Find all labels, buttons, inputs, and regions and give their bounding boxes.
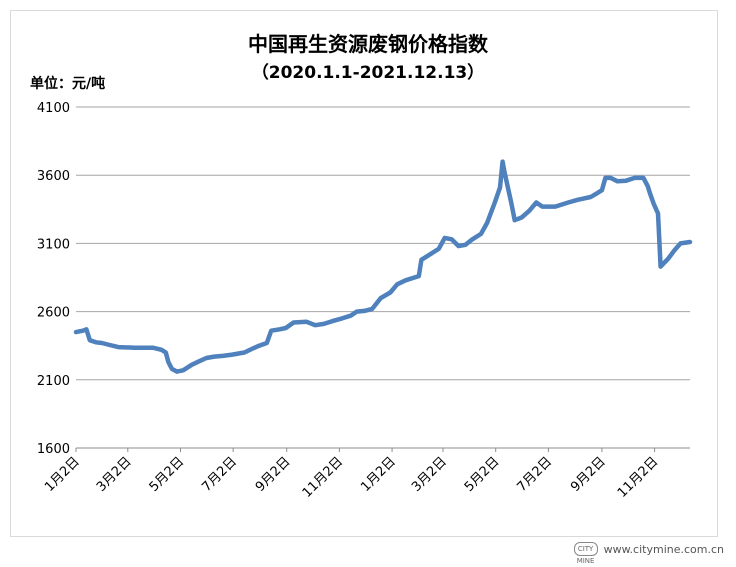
x-tick-label: 3月2日 [409,454,450,495]
y-tick-label: 2100 [37,374,70,389]
x-tick-label: 11月2日 [300,454,347,501]
series-line [73,159,693,374]
x-tick-label: 1月2日 [42,454,83,495]
watermark: CITY MINE www.citymine.com.cn [573,542,724,565]
x-tick-label: 11月2日 [615,454,662,501]
x-tick-label: 7月2日 [515,454,556,495]
y-axis-unit-label: 单位：元/吨 [30,76,106,92]
citymine-logo-icon: CITY MINE [573,542,598,565]
site-url: www.citymine.com.cn [603,542,724,556]
x-tick-label: 5月2日 [462,454,503,495]
x-tick-label: 3月2日 [94,454,135,495]
chart-subtitle: （2020.1.1-2021.12.13） [251,63,485,83]
y-tick-label: 3100 [37,237,70,252]
x-tick-label: 5月2日 [147,454,188,495]
x-tick-label: 7月2日 [199,454,240,495]
chart-title: 中国再生资源废钢价格指数 [248,32,488,56]
y-tick-label: 4100 [37,101,70,116]
y-tick-label: 3600 [37,169,70,184]
x-tick-label: 1月2日 [358,454,399,495]
x-tick-label: 9月2日 [253,454,294,495]
y-tick-label: 1600 [37,442,70,457]
y-tick-label: 2600 [37,306,70,321]
x-tick-label: 9月2日 [568,454,609,495]
